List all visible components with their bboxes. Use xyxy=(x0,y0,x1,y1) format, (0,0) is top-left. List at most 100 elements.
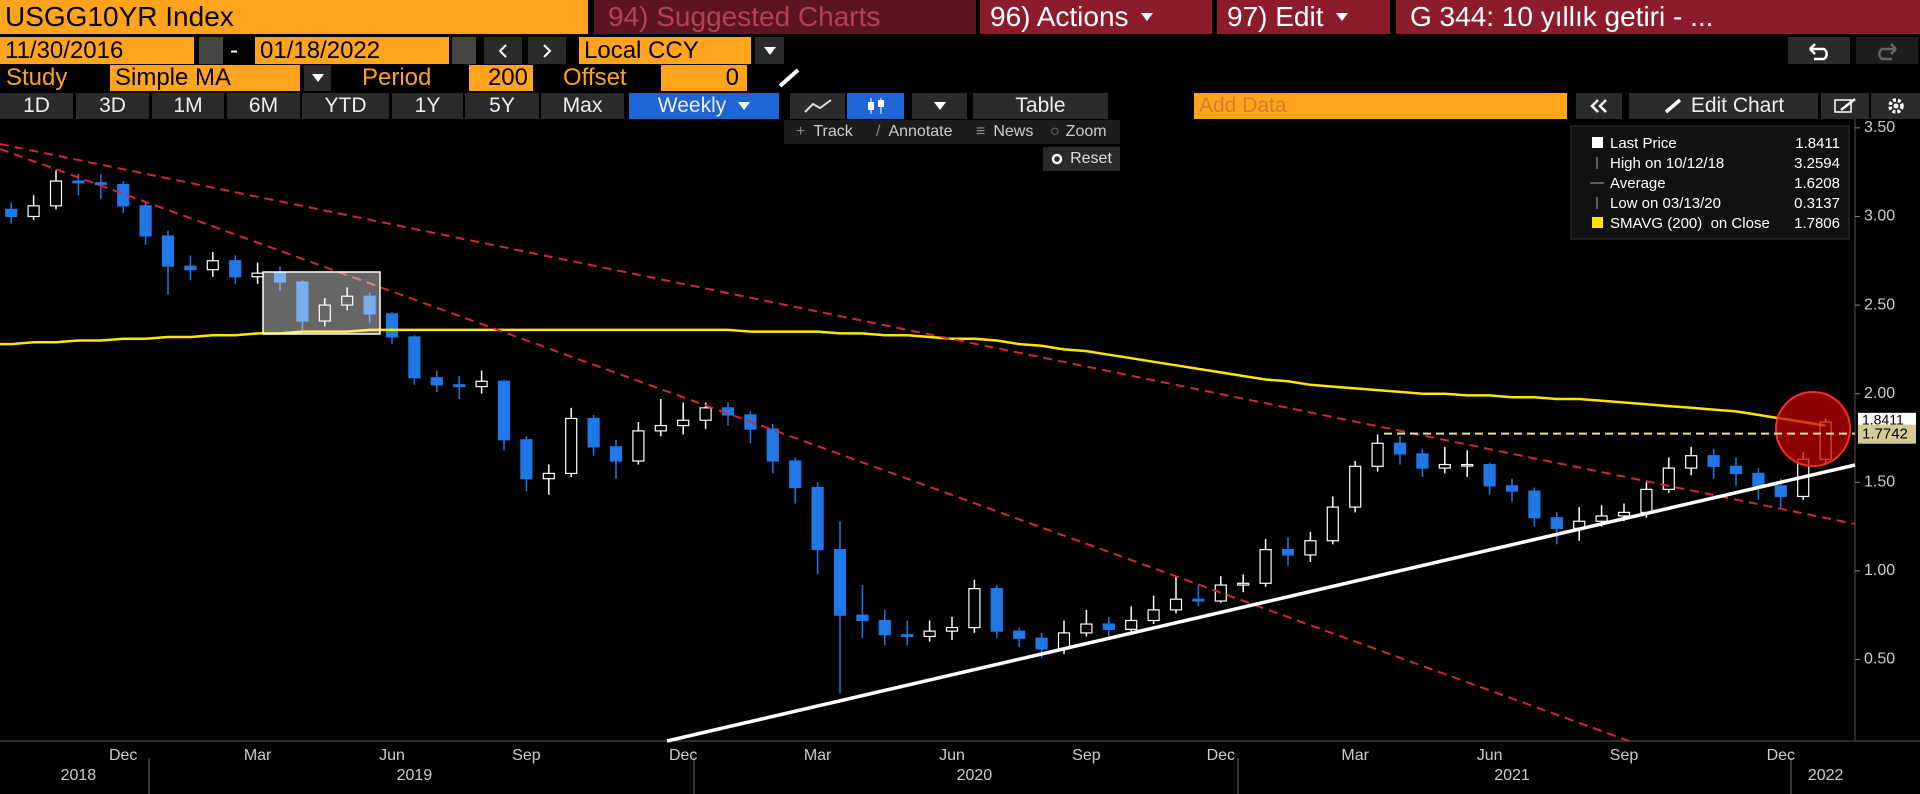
line-chart-icon[interactable] xyxy=(790,93,845,119)
offset-input[interactable]: 0 xyxy=(661,65,747,91)
period-button[interactable]: 1M xyxy=(152,93,224,119)
currency[interactable]: Local CCY xyxy=(579,37,751,64)
suggested-charts[interactable]: 94) Suggested Charts xyxy=(594,0,976,34)
calendar-icon[interactable] xyxy=(452,37,476,64)
candle-body xyxy=(430,377,443,386)
reset-button[interactable]: Reset xyxy=(1043,147,1120,171)
annotate-tool[interactable]: / Annotate xyxy=(876,123,953,140)
candle-body xyxy=(878,619,891,636)
period-button[interactable]: Max xyxy=(541,93,624,119)
dropdown-arrow xyxy=(1140,13,1153,21)
candle-body xyxy=(1461,463,1474,467)
candle-body xyxy=(901,634,914,638)
year-label: 2018 xyxy=(61,767,97,784)
candle-body xyxy=(1192,598,1205,602)
settings-edit-icon[interactable] xyxy=(1821,93,1869,119)
legend-label: High on 10/12/18 xyxy=(1610,154,1725,172)
prev-button[interactable] xyxy=(484,37,522,64)
x-tick-label: Dec xyxy=(1767,747,1795,764)
start-date[interactable]: 11/30/2016 xyxy=(0,37,194,64)
candle-body xyxy=(453,384,466,388)
candle-body xyxy=(318,304,331,322)
tool-label: Annotate xyxy=(888,123,953,140)
period-input[interactable]: 200 xyxy=(469,65,533,91)
next-button[interactable] xyxy=(528,37,566,64)
period-button[interactable]: 6M xyxy=(227,93,300,119)
period-label: Period xyxy=(362,65,432,91)
undo-button[interactable] xyxy=(1788,37,1850,64)
period-button[interactable]: 3D xyxy=(76,93,149,119)
date-separator: - xyxy=(230,37,238,64)
end-date[interactable]: 01/18/2022 xyxy=(255,37,449,64)
candle-body xyxy=(273,272,287,283)
candle-chart-icon[interactable] xyxy=(847,93,904,119)
period-button[interactable]: 1D xyxy=(0,93,73,119)
candle-body xyxy=(1125,619,1138,630)
candle-body xyxy=(565,417,578,475)
table-button[interactable]: Table xyxy=(973,93,1108,119)
highlight-box xyxy=(262,271,381,335)
tool-label: News xyxy=(993,123,1034,140)
frequency-label: Weekly xyxy=(657,94,727,117)
study-type[interactable]: Simple MA xyxy=(110,65,300,91)
pencil-icon[interactable] xyxy=(776,65,806,91)
legend-value: 1.6208 xyxy=(1794,174,1840,192)
dropdown-arrow xyxy=(311,74,324,82)
candle-body xyxy=(1416,453,1429,469)
study-dropdown[interactable] xyxy=(304,65,331,91)
period-button[interactable]: 1Y xyxy=(392,93,463,119)
zoom-tool[interactable]: ○ Zoom xyxy=(1050,123,1107,140)
candle-body xyxy=(542,472,555,480)
settings-icon[interactable] xyxy=(1871,93,1920,119)
next-icon xyxy=(543,43,552,58)
candle-body xyxy=(1393,442,1407,455)
y-tick-label: 3.50 xyxy=(1864,119,1895,136)
candle-body xyxy=(72,180,85,184)
x-tick-label: Sep xyxy=(512,747,541,764)
trend-line xyxy=(0,143,1856,525)
calendar-icon[interactable] xyxy=(199,37,223,64)
candle-body xyxy=(1617,511,1631,517)
candle-body xyxy=(1237,582,1250,586)
x-tick-label: Jun xyxy=(1477,747,1503,764)
chart-type-dropdown[interactable] xyxy=(912,93,967,119)
ticker[interactable]: USGG10YR Index xyxy=(0,0,588,34)
edit-menu[interactable]: 97) Edit xyxy=(1217,0,1390,34)
frequency-select[interactable]: Weekly xyxy=(629,93,779,119)
candle-body xyxy=(1528,490,1541,519)
track-tool[interactable]: + Track xyxy=(796,123,853,140)
legend-value: 1.7806 xyxy=(1794,214,1840,232)
candle-body xyxy=(1013,630,1026,639)
edit-label: 97) Edit xyxy=(1227,1,1324,32)
edit-chart-button[interactable]: Edit Chart xyxy=(1629,93,1818,119)
period-button[interactable]: 5Y xyxy=(465,93,539,119)
dropdown-arrow xyxy=(933,102,946,110)
candle-body xyxy=(1349,465,1362,508)
candle-body xyxy=(833,549,847,616)
collapse-button[interactable] xyxy=(1576,93,1622,119)
candle-body xyxy=(677,419,690,427)
x-tick-label: Dec xyxy=(669,747,697,764)
candle-body xyxy=(5,208,18,218)
candles xyxy=(0,170,1832,694)
period-button[interactable]: YTD xyxy=(302,93,389,119)
candle-body xyxy=(1147,609,1160,622)
redo-button[interactable] xyxy=(1856,37,1918,64)
currency-dropdown[interactable] xyxy=(755,37,784,64)
candle-body xyxy=(1640,488,1653,514)
dropdown-arrow xyxy=(738,102,751,110)
candle-body xyxy=(1662,467,1675,490)
candle-body xyxy=(945,626,959,632)
news-tool[interactable]: ≡ News xyxy=(976,123,1034,140)
x-tick-label: Jun xyxy=(379,747,405,764)
candle-body xyxy=(968,588,981,629)
actions-menu[interactable]: 96) Actions xyxy=(980,0,1212,34)
candle-body xyxy=(475,380,488,388)
candle-body xyxy=(161,235,175,267)
candle-body xyxy=(1685,455,1698,469)
x-tick-label: Dec xyxy=(109,747,137,764)
candle-body xyxy=(497,380,511,441)
edit-chart-label: Edit Chart xyxy=(1690,94,1785,117)
add-data-input[interactable]: Add Data xyxy=(1194,93,1567,119)
